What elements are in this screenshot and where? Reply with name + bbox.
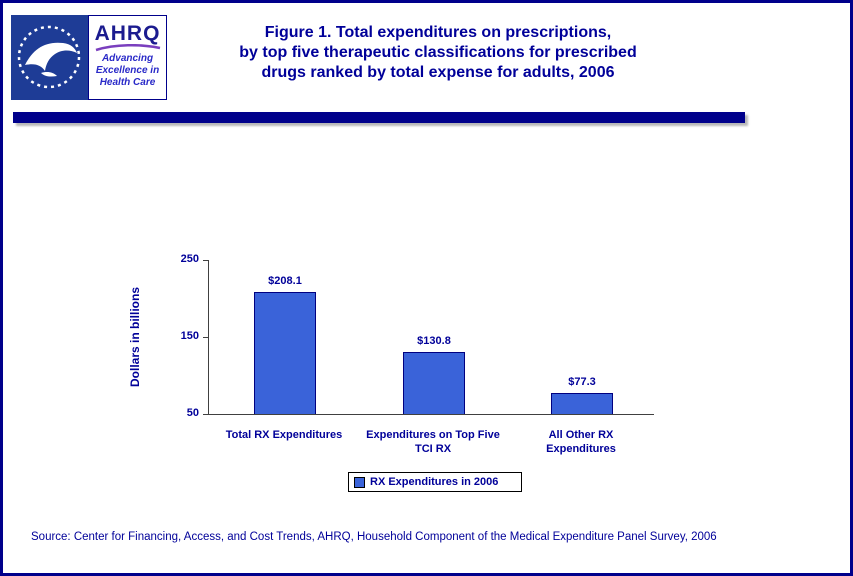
- bar-value-label: $77.3: [568, 376, 596, 388]
- x-category-label: Expenditures on Top Five TCI RX: [366, 429, 500, 455]
- hhs-eagle-icon: [11, 15, 88, 100]
- source-note: Source: Center for Financing, Access, an…: [31, 531, 717, 543]
- ahrq-tagline: Advancing Excellence in Health Care: [89, 53, 166, 89]
- figure-title-line: Figure 1. Total expenditures on prescrip…: [264, 24, 612, 41]
- legend-swatch-icon: [354, 476, 365, 488]
- bar-value-label: $208.1: [268, 275, 302, 287]
- hhs-logo: [11, 15, 88, 100]
- y-tick-label-150: 150: [180, 330, 199, 342]
- figure-title-line: by top five therapeutic classifications …: [239, 44, 637, 61]
- figure-title: Figure 1. Total expenditures on prescrip…: [153, 23, 723, 83]
- chart-legend: RX Expenditures in 2006: [348, 472, 522, 492]
- y-tick-label-250: 250: [180, 253, 199, 265]
- y-axis-title: Dollars in billions: [128, 287, 142, 388]
- legend-label: RX Expenditures in 2006: [370, 476, 499, 488]
- bar-value-label: $130.8: [417, 335, 451, 347]
- ahrq-logo: AHRQ Advancing Excellence in Health Care: [88, 15, 167, 100]
- figure-title-line: drugs ranked by total expense for adults…: [261, 64, 615, 81]
- bar-top-five-tci: [403, 352, 465, 414]
- plot-area: $208.1 $130.8 $77.3: [208, 260, 654, 415]
- bar-total-rx: [254, 292, 316, 414]
- y-tick-mark: [203, 414, 208, 415]
- bar-group-top-five-tci: $130.8: [403, 260, 465, 414]
- ahrq-tagline-line: Health Care: [99, 77, 156, 88]
- ahrq-swoosh-icon: [95, 44, 160, 52]
- ahrq-wordmark: AHRQ: [94, 22, 161, 45]
- x-category-label: All Other RX Expenditures: [546, 429, 616, 455]
- header-divider-bar: [13, 112, 745, 123]
- y-tick-mark: [203, 260, 208, 261]
- bar-all-other-rx: [551, 393, 613, 414]
- bar-group-total-rx: $208.1: [254, 260, 316, 414]
- ahrq-tagline-line: Advancing: [101, 53, 154, 64]
- y-tick-label-50: 50: [186, 407, 199, 419]
- bar-group-all-other-rx: $77.3: [551, 260, 613, 414]
- y-tick-mark: [203, 337, 208, 338]
- x-category-label: Total RX Expenditures: [225, 429, 343, 441]
- ahrq-tagline-line: Excellence in: [95, 65, 160, 76]
